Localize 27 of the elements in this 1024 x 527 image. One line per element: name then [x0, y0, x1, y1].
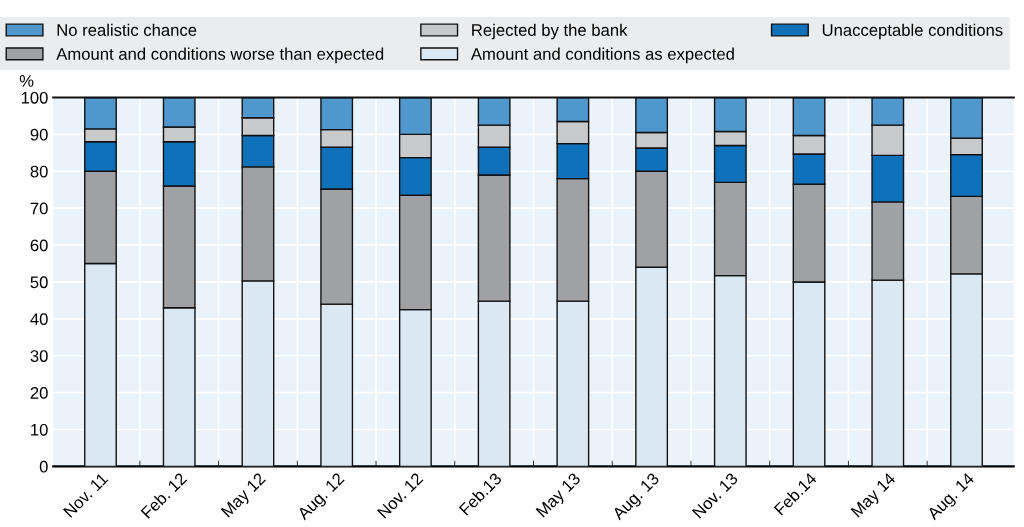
x-tick-label: Nov. 12 — [376, 472, 424, 519]
legend-label: Amount and conditions as expected — [470, 47, 734, 64]
y-tick-label: 30 — [30, 350, 48, 362]
legend-label: Rejected by the bank — [472, 23, 628, 40]
x-tick-label: May 14 — [850, 472, 899, 520]
y-tick-label: 50 — [30, 276, 48, 289]
y-tick-label: 80 — [30, 165, 48, 178]
y-tick-label: 0 — [39, 460, 48, 473]
y-tick-label: 100 — [21, 91, 48, 104]
legend-label: Amount and conditions worse than expected — [56, 47, 384, 64]
x-tick-label: Feb. 12 — [140, 471, 188, 519]
x-tick-label: Aug. 14 — [926, 472, 978, 523]
x-tick-label: Nov. 13 — [691, 472, 739, 519]
x-tick-label: May 12 — [220, 472, 269, 520]
y-tick-label: 90 — [30, 128, 48, 141]
x-tick-label: Aug. 12 — [296, 472, 348, 523]
x-tick-label: Nov. 11 — [63, 472, 109, 518]
legend-label: Unacceptable conditions — [822, 23, 1003, 40]
x-tick-label: May 13 — [535, 472, 584, 520]
y-tick-label: 40 — [30, 313, 48, 326]
y-tick-label: 10 — [31, 423, 48, 436]
x-tick-label: Aug. 13 — [611, 472, 663, 523]
y-tick-label: 70 — [30, 202, 48, 215]
y-axis-title: % — [19, 75, 34, 87]
legend-label: No realistic chance — [57, 23, 197, 36]
y-tick-label: 20 — [30, 387, 48, 399]
y-tick-label: 60 — [30, 239, 48, 252]
